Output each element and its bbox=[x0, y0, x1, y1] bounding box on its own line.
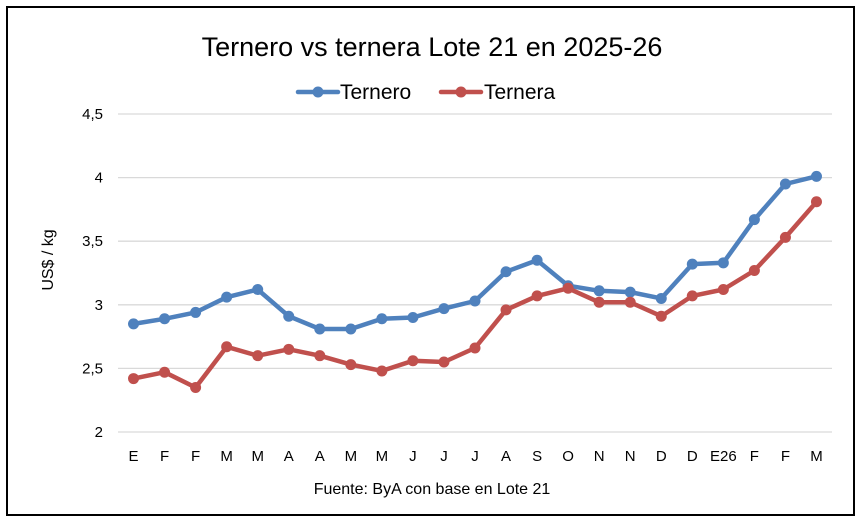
source-note: Fuente: ByA con base en Lote 21 bbox=[314, 481, 551, 498]
data-point bbox=[655, 310, 667, 322]
x-tick-label: M bbox=[220, 448, 233, 465]
x-tick-label: A bbox=[501, 448, 511, 465]
data-point bbox=[252, 350, 264, 362]
data-point bbox=[810, 170, 822, 182]
y-axis-title: US$ / kg bbox=[40, 229, 57, 290]
data-point bbox=[593, 296, 605, 308]
data-point bbox=[438, 303, 450, 315]
data-point bbox=[593, 285, 605, 297]
x-tick-label: F bbox=[160, 448, 169, 465]
data-point bbox=[376, 365, 388, 377]
y-tick-label: 4,5 bbox=[82, 106, 103, 123]
data-point bbox=[500, 266, 512, 278]
x-tick-label: E26 bbox=[710, 448, 737, 465]
data-point bbox=[407, 355, 419, 367]
x-tick-label: J bbox=[471, 448, 479, 465]
data-point bbox=[562, 282, 574, 294]
data-point bbox=[221, 291, 233, 303]
legend: Ternero Ternera bbox=[295, 81, 556, 104]
data-point bbox=[128, 318, 140, 330]
x-tick-label: J bbox=[440, 448, 448, 465]
x-tick-label: A bbox=[315, 448, 325, 465]
x-tick-label: N bbox=[594, 448, 605, 465]
data-point bbox=[376, 313, 388, 325]
x-tick-label: S bbox=[532, 448, 542, 465]
y-tick-label: 2,5 bbox=[82, 360, 103, 377]
legend-swatch-marker bbox=[312, 86, 324, 98]
data-point bbox=[717, 284, 729, 296]
data-point bbox=[314, 323, 326, 335]
data-point bbox=[190, 306, 202, 318]
series-layer bbox=[128, 170, 822, 393]
series-ternero bbox=[128, 170, 822, 335]
x-axis-ticks: E F F M M A A M M J J J A S O N N D D E26 F F M bbox=[129, 448, 823, 465]
data-point bbox=[345, 359, 357, 371]
legend-label: Ternero bbox=[340, 81, 411, 104]
x-tick-label: F bbox=[781, 448, 790, 465]
data-point bbox=[438, 356, 450, 368]
x-tick-label: M bbox=[345, 448, 358, 465]
data-point bbox=[686, 258, 698, 270]
legend-label: Ternera bbox=[484, 81, 556, 104]
x-tick-label: M bbox=[251, 448, 264, 465]
chart-title: Ternero vs ternera Lote 21 en 2025-26 bbox=[202, 32, 663, 62]
series-ternera bbox=[128, 196, 822, 393]
data-point bbox=[283, 310, 295, 322]
y-axis-ticks: 2 2,5 3 3,5 4 4,5 bbox=[82, 106, 103, 441]
data-point bbox=[190, 381, 202, 393]
x-tick-label: E bbox=[129, 448, 139, 465]
data-point bbox=[407, 312, 419, 324]
data-point bbox=[469, 295, 481, 307]
data-point bbox=[159, 313, 171, 325]
y-tick-label: 3,5 bbox=[82, 233, 103, 250]
y-tick-label: 4 bbox=[95, 170, 103, 187]
data-point bbox=[624, 296, 636, 308]
x-tick-label: M bbox=[376, 448, 389, 465]
legend-item-ternera: Ternera bbox=[438, 81, 556, 104]
y-tick-label: 3 bbox=[95, 297, 103, 314]
x-tick-label: J bbox=[409, 448, 417, 465]
data-point bbox=[624, 286, 636, 298]
legend-item-ternero: Ternero bbox=[295, 81, 411, 104]
y-tick-label: 2 bbox=[95, 424, 103, 441]
x-tick-label: A bbox=[284, 448, 294, 465]
data-point bbox=[283, 343, 295, 355]
legend-swatch-marker bbox=[455, 86, 467, 98]
data-point bbox=[717, 257, 729, 269]
data-point bbox=[128, 373, 140, 385]
data-point bbox=[810, 196, 822, 208]
gridlines bbox=[118, 113, 832, 433]
data-point bbox=[686, 290, 698, 302]
data-point bbox=[252, 284, 264, 296]
x-tick-label: O bbox=[562, 448, 574, 465]
data-point bbox=[748, 264, 760, 276]
data-point bbox=[221, 341, 233, 353]
x-tick-label: N bbox=[625, 448, 636, 465]
data-point bbox=[469, 342, 481, 354]
data-point bbox=[748, 214, 760, 226]
x-tick-label: F bbox=[750, 448, 759, 465]
data-point bbox=[779, 231, 791, 243]
data-point bbox=[531, 254, 543, 266]
x-tick-label: M bbox=[810, 448, 823, 465]
data-point bbox=[500, 304, 512, 316]
data-point bbox=[531, 290, 543, 302]
data-point bbox=[314, 350, 326, 362]
data-point bbox=[655, 292, 667, 304]
x-tick-label: D bbox=[656, 448, 667, 465]
data-point bbox=[345, 323, 357, 335]
data-point bbox=[779, 178, 791, 190]
x-tick-label: D bbox=[687, 448, 698, 465]
x-tick-label: F bbox=[191, 448, 200, 465]
data-point bbox=[159, 366, 171, 378]
